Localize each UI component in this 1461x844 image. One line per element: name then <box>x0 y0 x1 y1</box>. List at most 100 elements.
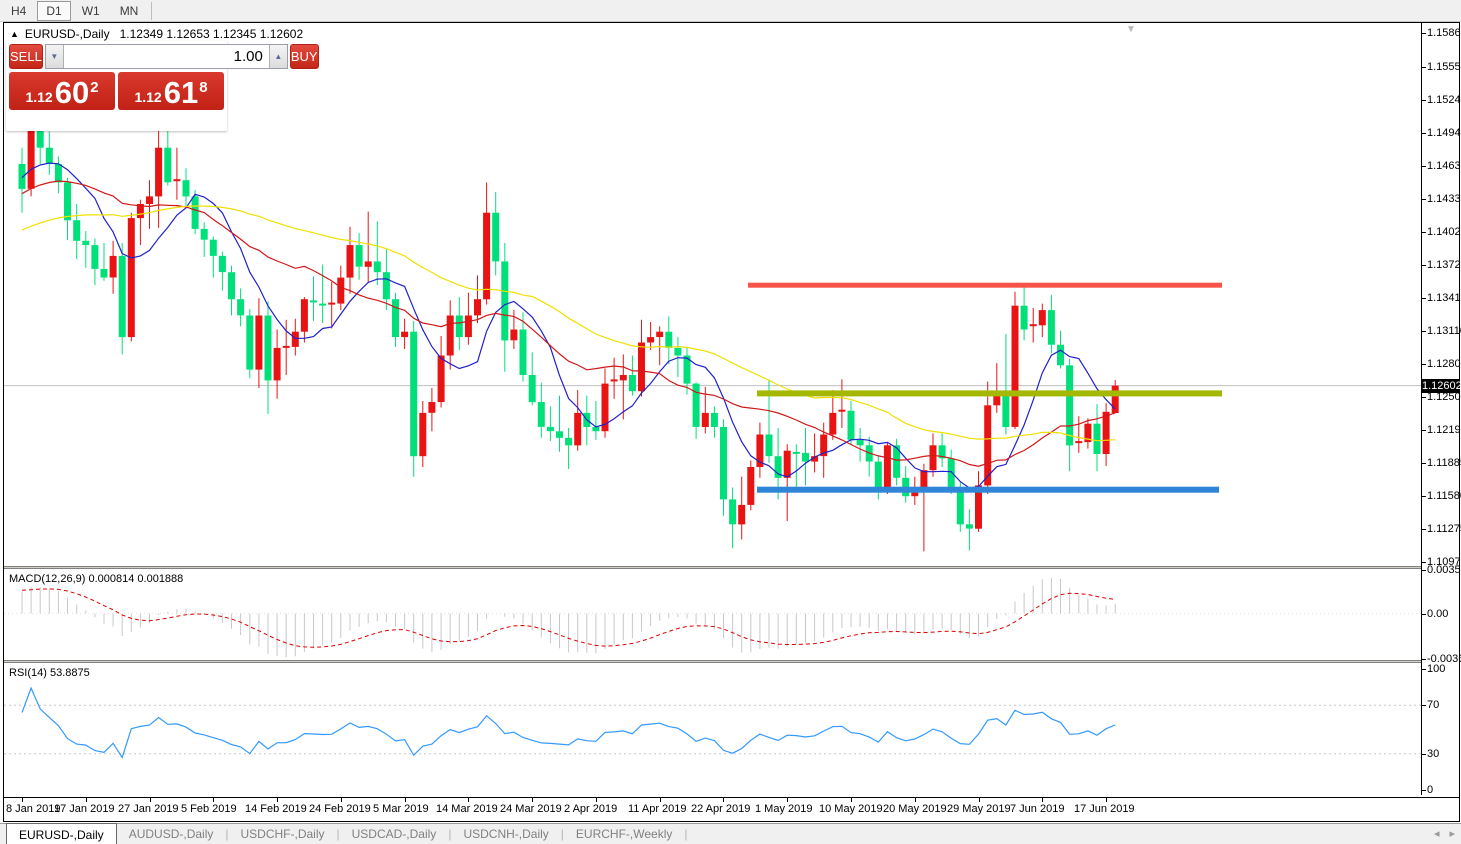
chart-tab-eurchf-weekly[interactable]: EURCHF-,Weekly <box>575 827 673 841</box>
date-tick-mark <box>468 798 469 802</box>
date-tick-mark <box>405 798 406 802</box>
price-axis-label: 1.12500 <box>1427 391 1461 403</box>
axis-tick-mark <box>1422 463 1426 464</box>
timeframe-button-w1[interactable]: W1 <box>81 3 100 18</box>
macd-panel[interactable] <box>4 569 1421 660</box>
macd-axis-label: 0.003518 <box>1427 564 1461 576</box>
axis-tick-mark <box>1422 67 1426 68</box>
rsi-axis-label: 0 <box>1427 784 1434 796</box>
price-axis-label: 1.14635 <box>1427 160 1461 172</box>
chart-tab-usdcnh-daily[interactable]: USDCNH-,Daily <box>463 827 549 841</box>
chart-window: ▲ EURUSD-,Daily 1.12349 1.12653 1.12345 … <box>3 22 1461 822</box>
one-click-trading-panel: SELL ▼ ▲ BUY 1.12 60 2 1.12 61 8 <box>6 41 319 131</box>
panel-splitter[interactable] <box>4 660 1459 663</box>
chart-tab-bar: EURUSD-,Daily AUDUSD-,Daily | USDCHF-,Daily… <box>0 822 1461 844</box>
date-axis-label: 1 May 2019 <box>755 803 813 815</box>
timeframe-button-d1[interactable]: D1 <box>37 0 71 21</box>
sell-price-prefix: 1.12 <box>25 89 53 105</box>
sell-price-box[interactable]: 1.12 60 2 <box>9 72 115 110</box>
tab-separator: | <box>448 827 452 841</box>
buy-button[interactable]: BUY <box>289 44 319 69</box>
price-axis-label: 1.13415 <box>1427 292 1461 304</box>
volume-increase-button[interactable]: ▲ <box>268 45 287 68</box>
timeframe-button-h4[interactable]: H4 <box>11 3 27 18</box>
tab-separator: | <box>225 827 229 841</box>
tab-separator: | <box>336 827 340 841</box>
price-axis-label: 1.13110 <box>1427 325 1461 337</box>
date-tick-mark <box>723 798 724 802</box>
axis-tick-mark <box>1422 265 1426 266</box>
date-tick-mark <box>277 798 278 802</box>
price-axis-label: 1.15245 <box>1427 94 1461 106</box>
toolbar-separator <box>151 1 153 20</box>
sell-button[interactable]: SELL <box>9 44 43 69</box>
chart-tab-eurusd-daily[interactable]: EURUSD-,Daily <box>6 822 117 844</box>
volume-input[interactable] <box>63 45 269 68</box>
price-axis-label: 1.12195 <box>1427 424 1461 436</box>
tabs-scroll-left-icon[interactable]: ◂ <box>1433 828 1440 840</box>
date-axis-label: 24 Feb 2019 <box>309 803 371 815</box>
buy-price-prefix: 1.12 <box>134 89 162 105</box>
axis-tick-mark <box>1422 570 1426 571</box>
axis-tick-mark <box>1422 364 1426 365</box>
price-axis-label: 1.11580 <box>1427 490 1461 502</box>
date-axis-label: 11 Apr 2019 <box>628 803 687 815</box>
panel-splitter[interactable] <box>4 566 1459 569</box>
volume-stepper: ▼ ▲ <box>44 44 288 69</box>
tabs-scroll-right-icon[interactable]: ▸ <box>1449 828 1455 840</box>
date-tick-mark <box>532 798 533 802</box>
chart-symbol-label: EURUSD-,Daily <box>24 27 110 41</box>
date-tick-mark <box>22 798 23 802</box>
price-axis-label: 1.11275 <box>1427 523 1461 535</box>
sell-price-main: 60 <box>54 75 90 110</box>
sell-price-pip: 2 <box>90 79 99 96</box>
date-tick-mark <box>1106 798 1107 802</box>
tab-separator: | <box>684 827 688 841</box>
date-tick-mark <box>341 798 342 802</box>
date-tick-mark <box>979 798 980 802</box>
date-axis-label: 17 Jun 2019 <box>1074 803 1135 815</box>
axis-tick-mark <box>1422 659 1426 660</box>
date-tick-mark <box>660 798 661 802</box>
chart-shift-marker-icon[interactable]: ▼ <box>1126 24 1136 35</box>
date-axis-label: 5 Feb 2019 <box>181 803 237 815</box>
chart-title: ▲ EURUSD-,Daily 1.12349 1.12653 1.12345 … <box>10 27 303 41</box>
collapse-panel-icon[interactable]: ▲ <box>10 29 19 39</box>
chart-tab-audusd-daily[interactable]: AUDUSD-,Daily <box>128 827 214 841</box>
price-chart-panel[interactable] <box>4 24 1421 566</box>
axis-tick-mark <box>1422 705 1426 706</box>
date-axis-label: 5 Mar 2019 <box>373 803 429 815</box>
buy-price-pip: 8 <box>199 79 208 96</box>
axis-tick-mark <box>1422 232 1426 233</box>
buy-price-box[interactable]: 1.12 61 8 <box>118 72 224 110</box>
date-axis-label: 29 May 2019 <box>947 803 1011 815</box>
axis-tick-mark <box>1422 754 1426 755</box>
date-tick-mark <box>150 798 151 802</box>
chart-tab-usdchf-daily[interactable]: USDCHF-,Daily <box>240 827 325 841</box>
date-axis[interactable]: 8 Jan 2019 17 Jan 2019 27 Jan 2019 5 Feb 20… <box>4 797 1459 821</box>
timeframe-toolbar: H4 D1 W1 MN <box>0 0 1461 22</box>
axis-tick-mark <box>1422 166 1426 167</box>
tab-separator: | <box>560 827 564 841</box>
macd-indicator-label: MACD(12,26,9) 0.000814 0.001888 <box>9 573 184 585</box>
rsi-axis-label: 30 <box>1427 748 1440 760</box>
rsi-panel[interactable] <box>4 663 1421 797</box>
macd-axis-label: 0.00 <box>1427 608 1449 620</box>
current-price-tag: 1.12602 <box>1422 379 1461 393</box>
date-axis-label: 22 Apr 2019 <box>691 803 751 815</box>
volume-decrease-button[interactable]: ▼ <box>45 45 64 68</box>
timeframe-button-mn[interactable]: MN <box>119 3 139 18</box>
axis-tick-mark <box>1422 33 1426 34</box>
price-axis[interactable]: 1.15860 1.15550 1.15245 1.14940 1.14635 1.143… <box>1421 23 1461 796</box>
price-axis-label: 1.14330 <box>1427 193 1461 205</box>
buy-price-main: 61 <box>163 75 199 110</box>
price-axis-label: 1.14940 <box>1427 127 1461 139</box>
price-axis-label: 1.15550 <box>1427 61 1461 73</box>
axis-tick-mark <box>1422 430 1426 431</box>
chart-tab-usdcad-daily[interactable]: USDCAD-,Daily <box>351 827 437 841</box>
rsi-indicator-label: RSI(14) 53.8875 <box>9 667 90 679</box>
axis-tick-mark <box>1422 331 1426 332</box>
axis-tick-mark <box>1422 397 1426 398</box>
